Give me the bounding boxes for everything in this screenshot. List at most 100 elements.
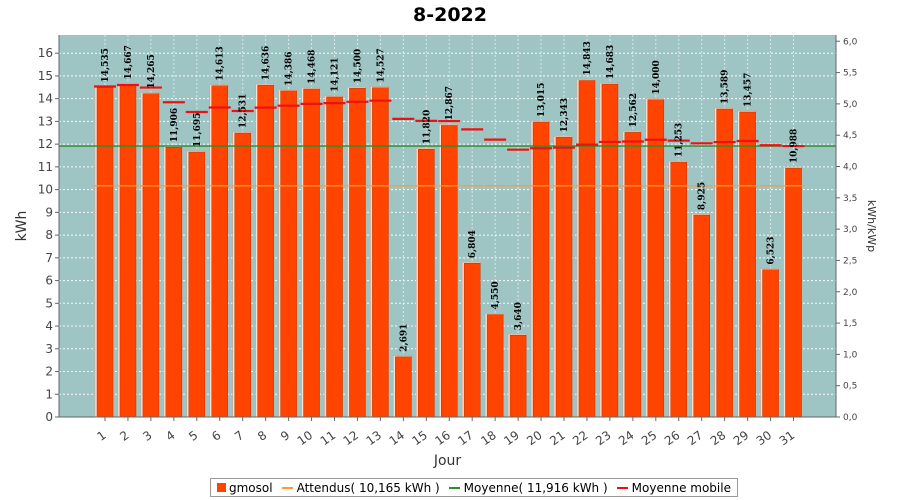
data-label: 11,906 [170,108,180,142]
x-tick-label: 8 [255,428,269,444]
bar [349,88,366,418]
x-tick-label: 26 [662,428,683,448]
y-tick-label: 2 [45,365,53,379]
x-tick-label: 9 [278,428,292,444]
legend-label: Moyenne( 11,916 kWh ) [463,480,608,495]
legend: gmosol Attendus( 10,165 kWh ) Moyenne( 1… [210,478,738,497]
x-tick-label: 11 [318,428,339,448]
data-label: 14,683 [606,45,616,79]
y-tick-label: 11 [38,160,53,174]
y2-tick-label: 4,0 [843,163,858,173]
data-label: 13,589 [721,70,731,104]
data-label: 6,523 [767,236,777,264]
x-tick-label: 7 [232,428,246,444]
data-label: 11,695 [193,113,203,147]
y-tick-label: 16 [38,46,53,60]
bar [463,263,481,418]
bar [693,214,710,418]
y2-tick-label: 0,0 [843,413,858,423]
y2-tick-label: 3,5 [843,194,857,204]
legend-label: Moyenne mobile [631,480,731,495]
y-tick-label: 13 [38,114,53,128]
lines [59,83,836,187]
legend-swatch [616,486,628,489]
data-label: 14,636 [262,46,272,80]
bar [509,334,527,418]
data-labels: 14,535 14,667 14,265 11,906 11,695 14,613 12,5… [101,41,800,352]
x-tick-label: 6 [209,428,223,444]
bar [188,151,206,418]
y-tick-label: 6 [45,274,53,288]
data-label: 2,691 [399,324,409,352]
data-label: 14,667 [124,45,134,79]
x-tick-label: 27 [685,428,706,448]
legend-item-moyenne-mobile: Moyenne mobile [616,480,731,495]
x-tick-label: 4 [163,428,177,444]
x-tick-label: 19 [501,428,522,448]
data-label: 14,468 [308,50,318,84]
x-tick-label: 25 [639,428,660,448]
bar [142,93,160,418]
bar [486,314,504,418]
y2-axis-title: kWh/kWp [865,200,878,252]
y-tick-label: 14 [38,92,53,106]
x-tick-label: 16 [432,428,453,448]
data-label: 14,613 [216,46,226,80]
legend-label: gmosol [229,480,273,495]
bar [785,167,802,418]
y-tick-label: 10 [38,183,53,197]
y2-tick-label: 2,5 [843,256,857,266]
data-label: 14,000 [652,60,662,94]
bar [280,90,297,418]
bar [762,269,779,418]
y2-tick-label: 6,0 [843,37,858,47]
bar [601,83,619,418]
data-label: 14,843 [583,41,593,75]
y-tick-label: 3 [45,342,53,356]
data-label: 6,804 [468,230,478,258]
y-tick-label: 8 [45,228,53,242]
y2-tick-label: 2,0 [843,288,858,298]
y2-tick-label: 4,5 [843,131,857,141]
data-label: 13,457 [744,73,754,107]
y-tick-label: 9 [45,205,53,219]
data-label: 14,265 [147,54,157,88]
bar [234,132,251,418]
bar [418,148,435,418]
data-label: 12,562 [629,93,639,127]
bar [647,99,665,418]
bar [739,111,756,418]
data-label: 14,535 [101,48,111,82]
y-tick-label: 5 [45,296,53,310]
y-tick-label: 1 [45,387,53,401]
bar [257,84,274,418]
data-label: 14,386 [285,51,295,85]
data-label: 10,988 [790,129,800,163]
bar [165,147,183,418]
data-label: 12,343 [560,98,570,132]
bar [670,161,687,418]
data-label: 8,925 [698,182,708,210]
data-label: 14,500 [353,49,363,83]
bar [326,96,343,418]
y-tick-label: 7 [45,251,53,265]
y-tick-label: 15 [38,69,53,83]
legend-label: Attendus( 10,165 kWh ) [296,480,440,495]
y2-tick-label: 3,0 [843,225,858,235]
x-tick-label: 17 [455,428,476,448]
bar [303,88,320,418]
x-tick-label: 23 [593,428,614,448]
bar [395,356,412,418]
data-label: 12,531 [239,94,249,128]
x-tick-label: 20 [524,428,545,448]
legend-swatch [281,486,293,489]
x-tick-label: 10 [295,428,316,448]
bar [624,132,642,418]
y2-tick-label: 5,0 [843,100,858,110]
x-tick-label: 21 [547,428,568,448]
data-label: 11,820 [422,110,432,144]
y2-tick-label: 1,0 [843,350,858,360]
legend-item-attendus: Attendus( 10,165 kWh ) [281,480,440,495]
chart-title: 8-2022 [413,4,487,26]
